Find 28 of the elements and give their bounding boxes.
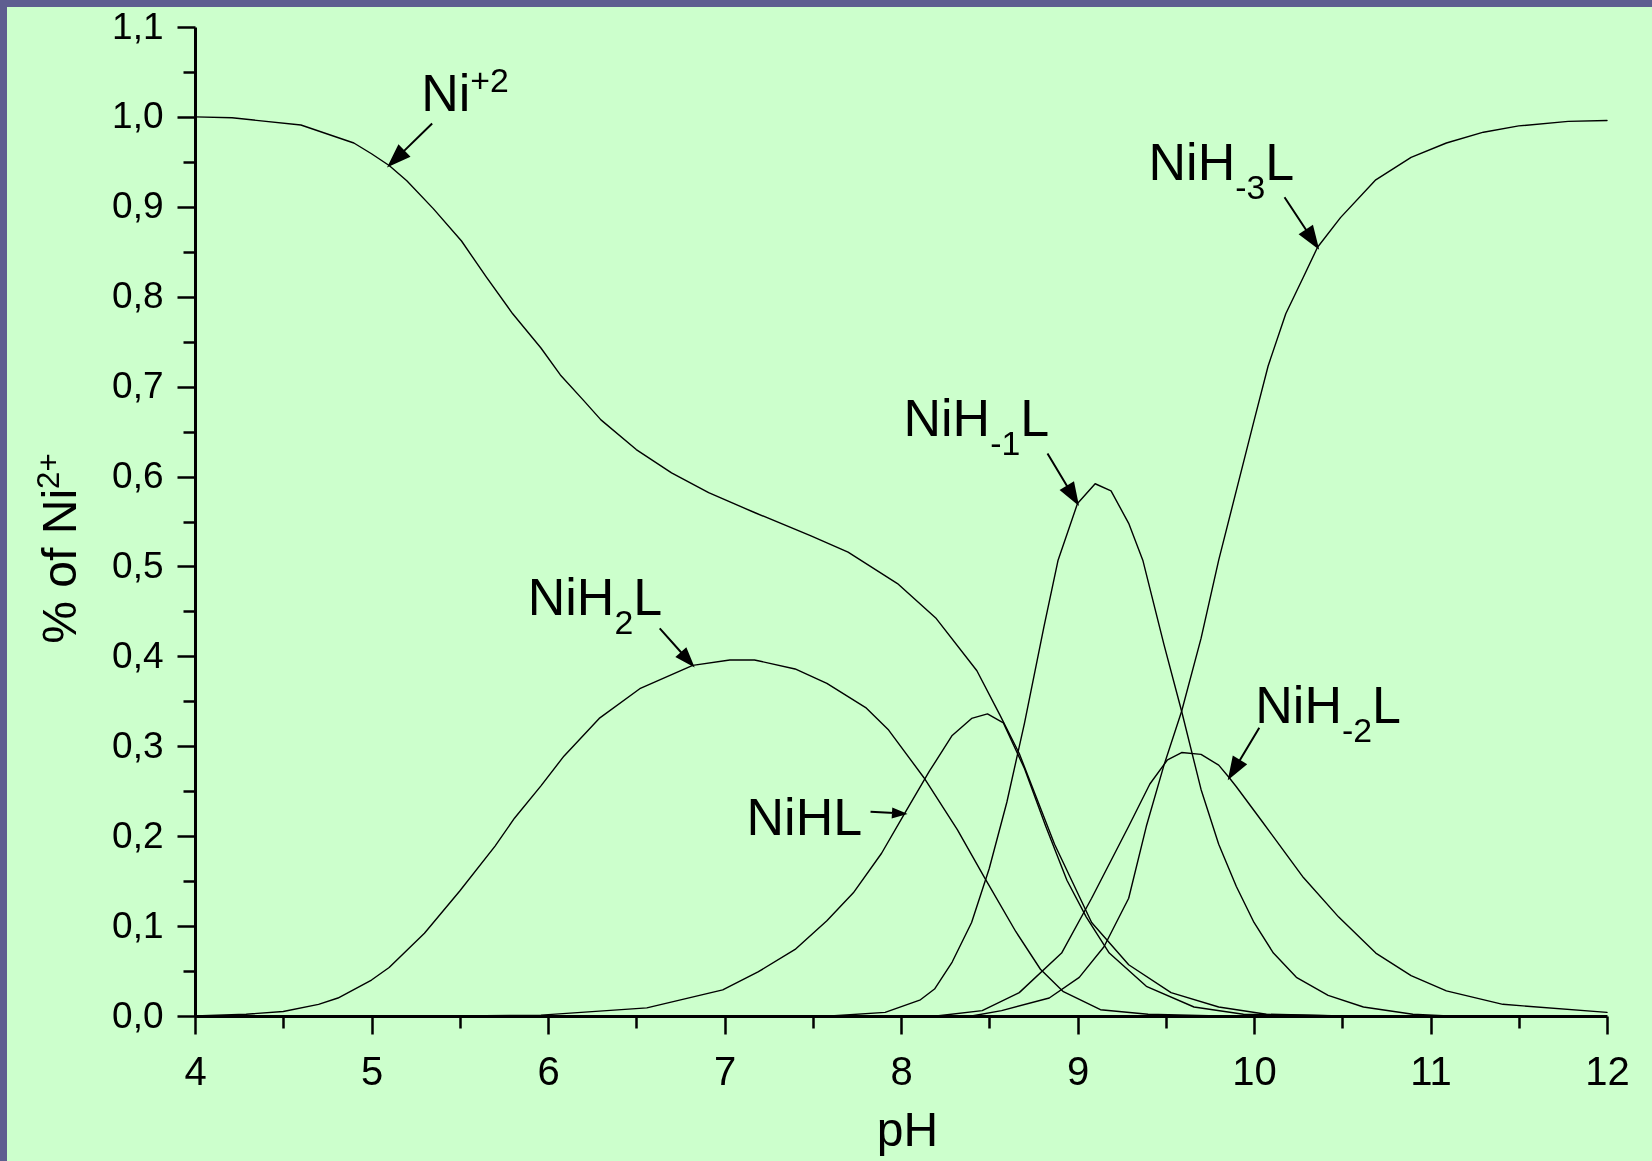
y-tick-label: 0,5	[112, 544, 164, 586]
series-label: NiH$_{2}$L	[527, 568, 663, 642]
series-label: NiH$_{-3}$L	[1148, 133, 1295, 207]
series-label: NiHL	[746, 787, 863, 846]
x-tick-label: 5	[360, 1048, 384, 1093]
x-axis-title: pH	[876, 1102, 939, 1156]
y-tick-label: 0,9	[112, 185, 164, 227]
series-label: NiH$_{-1}$L	[903, 388, 1050, 462]
x-tick-label: 10	[1232, 1048, 1277, 1093]
y-tick-label: 0,7	[112, 365, 164, 407]
x-tick-label: 9	[1066, 1048, 1090, 1093]
x-tick-label: 11	[1410, 1048, 1452, 1093]
y-tick-label: 1,1	[112, 5, 164, 47]
y-tick-label: 0,1	[112, 904, 164, 946]
y-tick-label: 0,2	[112, 814, 164, 856]
x-tick-label: 7	[713, 1048, 737, 1093]
series-label: Ni$^{+2}$	[421, 61, 509, 123]
x-tick-label: 8	[890, 1048, 913, 1093]
y-tick-label: 0,0	[112, 994, 164, 1036]
x-tick-label: 12	[1585, 1048, 1630, 1093]
y-tick-label: 0,6	[112, 455, 164, 497]
y-tick-label: 1,0	[112, 95, 164, 137]
y-tick-label: 0,3	[112, 724, 164, 766]
x-tick-label: 4	[184, 1048, 207, 1093]
y-tick-label: 0,8	[112, 275, 164, 317]
legend-label: NiH$_{-2}$L	[1255, 675, 1401, 749]
y-tick-label: 0,4	[112, 634, 164, 676]
x-tick-label: 6	[537, 1048, 560, 1093]
